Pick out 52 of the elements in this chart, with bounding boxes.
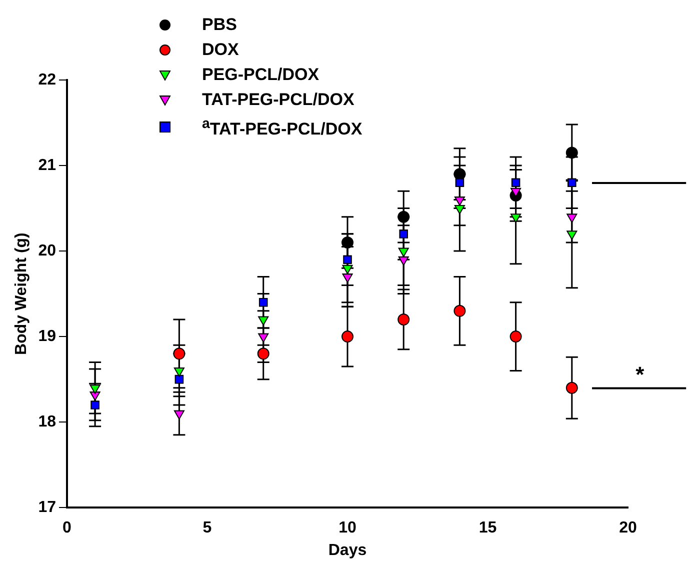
- y-tick-label: 18: [38, 413, 56, 430]
- y-tick-label: 21: [38, 156, 56, 174]
- x-tick-label: 20: [619, 520, 637, 537]
- point: [566, 214, 578, 223]
- legend-label: PBS: [202, 14, 237, 36]
- point: [455, 178, 464, 188]
- point: [342, 264, 353, 274]
- point: [454, 304, 466, 317]
- point: [90, 384, 100, 394]
- point: [257, 348, 270, 360]
- legend-label: PEG-PCL/DOX: [202, 64, 320, 86]
- x-tick-label: 0: [62, 520, 72, 537]
- point: [343, 255, 352, 264]
- y-tick-label: 19: [38, 328, 56, 345]
- point: [173, 348, 186, 360]
- point: [566, 146, 578, 159]
- x-axis-title: Days: [328, 542, 367, 559]
- point: [510, 330, 522, 343]
- point: [174, 368, 184, 377]
- point: [398, 313, 410, 326]
- point: [399, 230, 408, 238]
- x-tick-label: 5: [202, 520, 212, 537]
- legend-label: TAT-PEG-PCL/DOX: [202, 89, 354, 111]
- point: [511, 178, 520, 188]
- point: [566, 230, 578, 240]
- y-tick-label: 17: [38, 499, 56, 516]
- point: [258, 316, 269, 326]
- y-tick-label: 20: [38, 242, 56, 260]
- point: [454, 205, 465, 214]
- text: *: [636, 362, 645, 387]
- point: [90, 400, 100, 410]
- point: [258, 298, 268, 307]
- point: [174, 374, 184, 384]
- point: [510, 214, 522, 223]
- point: [398, 256, 409, 266]
- x-tick-label: 10: [338, 520, 356, 537]
- point: [174, 410, 184, 420]
- y-tick-label: 22: [38, 71, 56, 88]
- point: [398, 248, 409, 258]
- point: [398, 210, 410, 223]
- point: [342, 236, 354, 248]
- legend-label: DOX: [202, 39, 239, 61]
- point: [342, 330, 354, 343]
- point: [568, 178, 576, 188]
- point: [566, 382, 578, 394]
- x-tick-label: 15: [478, 520, 497, 537]
- legend-label: $^{a}$TAT-PEG-PCL/DOX: [202, 115, 362, 141]
- y-axis-title: Body Weight (g): [13, 232, 30, 355]
- point: [342, 273, 353, 283]
- point: [454, 196, 465, 206]
- point: [90, 391, 100, 401]
- point: [258, 333, 269, 343]
